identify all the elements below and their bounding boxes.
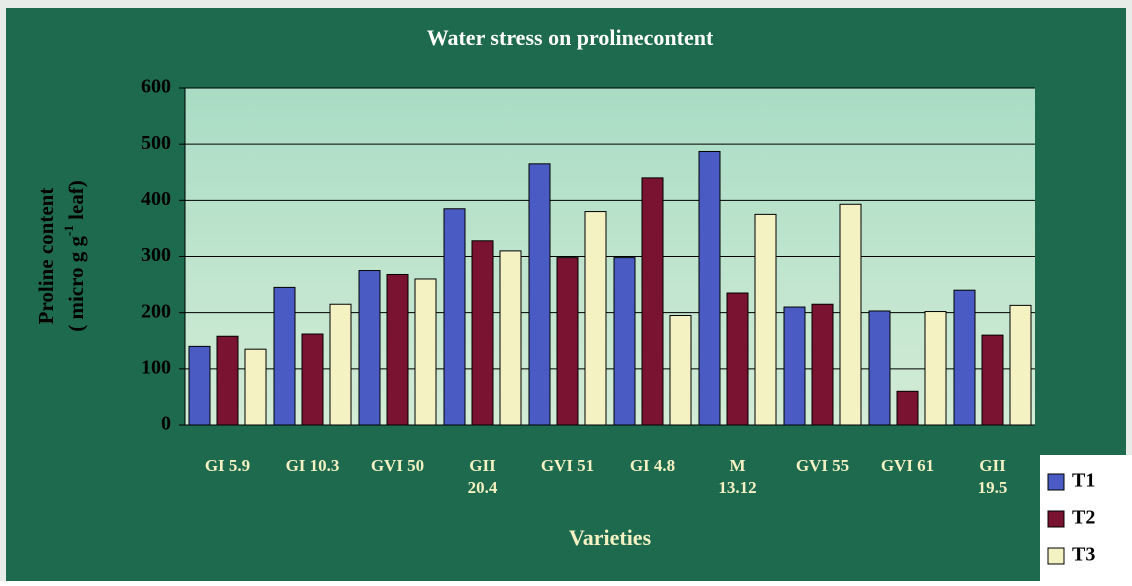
x-tick-label-line: GVI 61 — [881, 456, 934, 475]
y-tick-label: 400 — [141, 188, 171, 210]
x-tick-label: M 13.12 — [718, 456, 756, 497]
x-tick-label: GVI 61 — [881, 456, 934, 475]
bar — [839, 203, 862, 426]
bar — [924, 311, 947, 426]
bar — [244, 348, 267, 426]
bar — [386, 273, 409, 426]
x-tick-label: GI 5.9 — [205, 456, 250, 475]
x-tick-label-line: M — [729, 456, 745, 475]
bar — [1009, 304, 1032, 426]
bar — [528, 163, 551, 426]
bar — [726, 292, 749, 426]
bar — [443, 208, 466, 426]
bar — [981, 334, 1004, 426]
bar — [273, 286, 296, 426]
x-tick-label-line: GVI 55 — [796, 456, 849, 475]
bar — [301, 333, 324, 426]
legend-label: T3 — [1072, 544, 1095, 566]
bar — [669, 314, 692, 426]
bar — [953, 289, 976, 426]
bar — [216, 335, 239, 426]
bar — [613, 257, 636, 426]
x-tick-label-line: GII — [469, 456, 496, 475]
y-axis-label: ( micro g g-1 leaf) — [61, 180, 88, 332]
bar — [896, 390, 919, 426]
bar — [471, 240, 494, 426]
x-tick-label-line: 13.12 — [718, 478, 756, 497]
bar — [783, 306, 806, 426]
bar — [414, 278, 437, 426]
x-tick-label-line: GII — [979, 456, 1006, 475]
chart-title: Water stress on prolinecontent — [427, 25, 714, 50]
legend-label: T2 — [1072, 507, 1095, 529]
x-axis-label: Varieties — [569, 525, 652, 550]
x-tick-label: GI 4.8 — [630, 456, 675, 475]
x-tick-label-line: GI 10.3 — [286, 456, 340, 475]
bar — [358, 270, 381, 426]
x-tick-label: GI 10.3 — [286, 456, 340, 475]
x-tick-label: GVI 50 — [371, 456, 424, 475]
y-tick-label: 0 — [161, 413, 171, 435]
bar — [811, 303, 834, 426]
bar — [754, 213, 777, 426]
x-tick-label-line: GVI 50 — [371, 456, 424, 475]
x-tick-label: GVI 55 — [796, 456, 849, 475]
bar — [641, 177, 664, 426]
legend-label: T1 — [1072, 470, 1095, 492]
legend-swatch — [1047, 473, 1065, 491]
y-axis-label-sup: -1 — [61, 225, 76, 236]
x-tick-label-line: GVI 51 — [541, 456, 594, 475]
y-tick-label: 100 — [141, 356, 171, 378]
legend-swatch — [1047, 510, 1065, 528]
bar — [698, 150, 721, 426]
y-axis-label: Proline content — [34, 188, 58, 325]
x-tick-label-line: GI 5.9 — [205, 456, 250, 475]
y-tick-label: 300 — [141, 244, 171, 266]
y-tick-label: 200 — [141, 300, 171, 322]
bar — [556, 257, 579, 426]
bar — [499, 250, 522, 426]
y-axis-label-part: leaf) — [64, 180, 88, 225]
x-tick-label-line: 19.5 — [978, 478, 1008, 497]
legend-swatch — [1047, 547, 1065, 565]
y-tick-label: 500 — [141, 132, 171, 154]
bar — [188, 345, 211, 426]
y-axis-label-part: ( micro g g — [64, 235, 88, 331]
x-tick-label-line: GI 4.8 — [630, 456, 675, 475]
x-tick-label: GII 20.4 — [468, 456, 498, 497]
bar — [584, 211, 607, 426]
bar — [868, 310, 891, 426]
x-tick-label: GVI 51 — [541, 456, 594, 475]
bar — [329, 303, 352, 426]
x-tick-label: GII 19.5 — [978, 456, 1008, 497]
x-tick-label-line: 20.4 — [468, 478, 498, 497]
y-tick-label: 600 — [141, 76, 171, 98]
